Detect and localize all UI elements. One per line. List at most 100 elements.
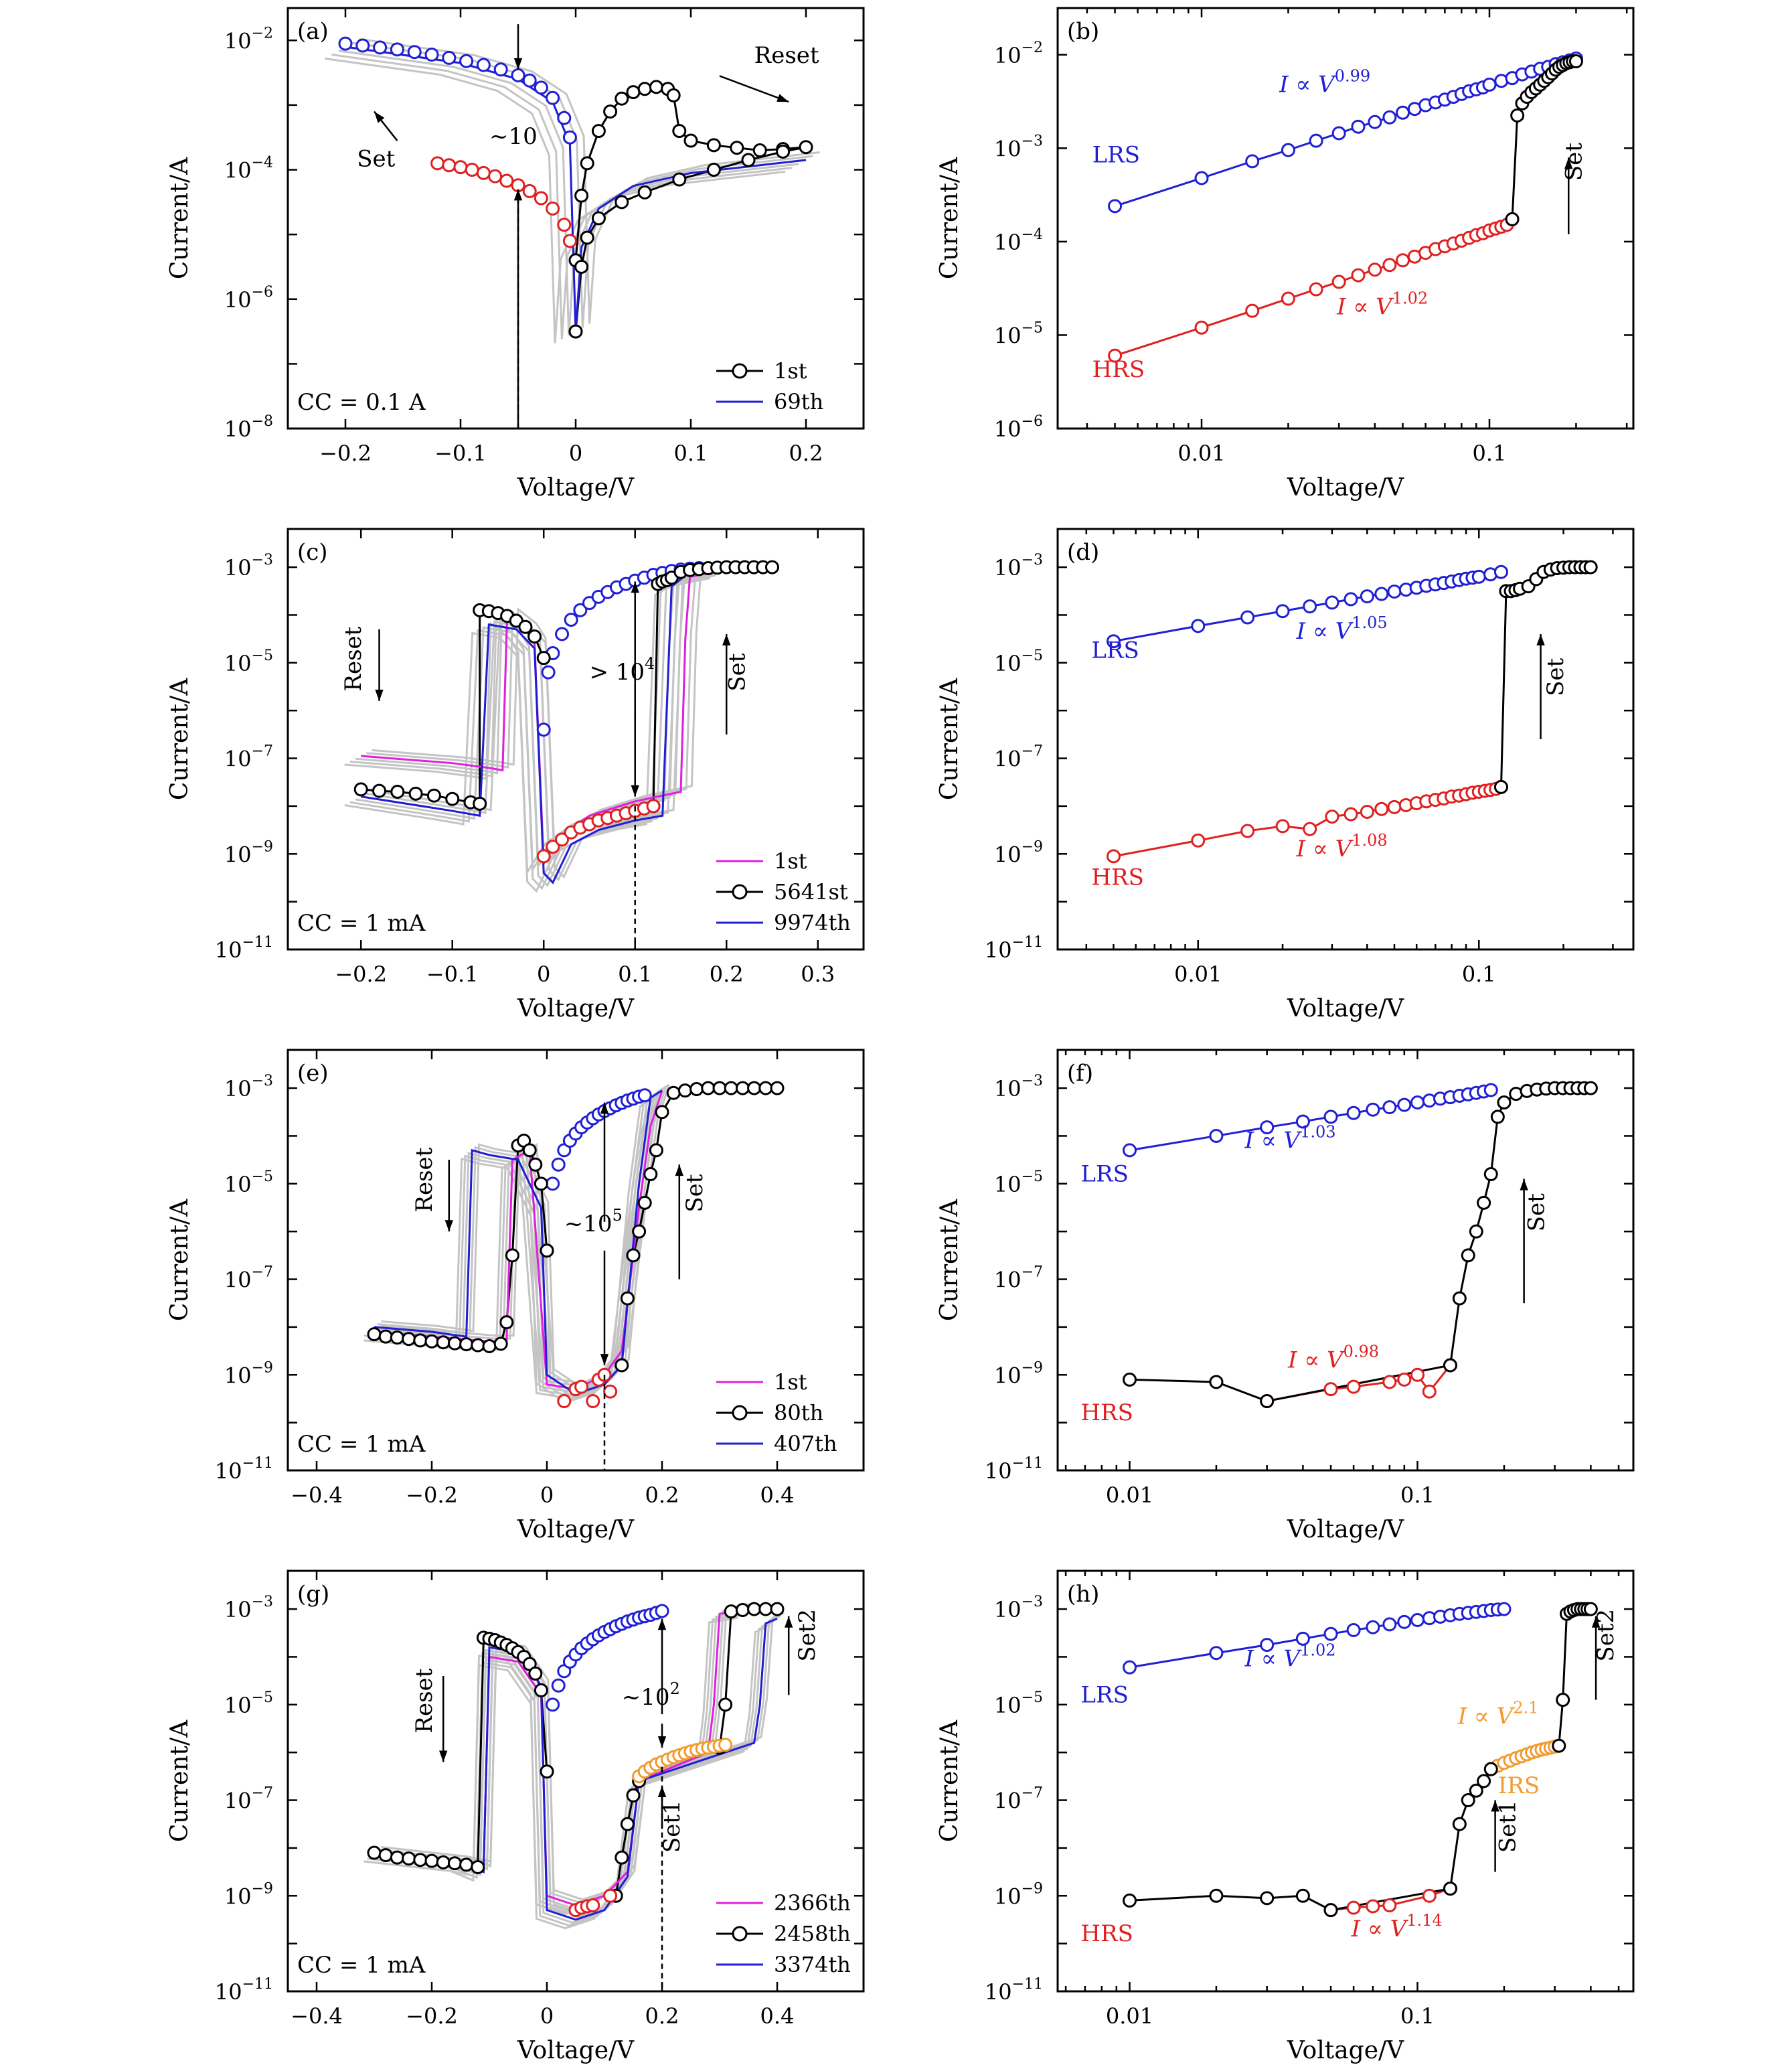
data-point — [741, 153, 756, 167]
panel-a: 10−8 10−6 10−4 10−2 −0.2 −0.1 0 0.1 0.2 Voltage/V… — [166, 7, 865, 502]
data-point — [459, 1857, 474, 1872]
data-point — [770, 1081, 785, 1095]
data-point — [1331, 126, 1346, 141]
data-point — [1461, 1793, 1475, 1808]
power-law-fit: I ∝ V0.98 — [1287, 1343, 1379, 1374]
data-point — [626, 85, 641, 100]
legend-marker — [732, 363, 748, 379]
legend-entry: 3374th — [774, 1952, 851, 1977]
data-point — [367, 1327, 382, 1342]
x-tick-label: −0.4 — [291, 2003, 343, 2029]
panel-d: 10−11 10−9 10−7 10−5 10−3 0.01 0.1 Voltage/V Cur… — [936, 528, 1635, 1022]
data-point — [1583, 1081, 1598, 1095]
legend-entry: 2458th — [774, 1921, 851, 1946]
data-point — [603, 104, 618, 119]
data-point — [518, 619, 533, 634]
data-point — [1194, 320, 1209, 335]
data-point — [1368, 114, 1382, 129]
set2-label: Set2 — [794, 1609, 821, 1662]
data-point — [528, 1157, 543, 1172]
data-point — [1260, 1394, 1275, 1409]
panel-f: 10−11 10−9 10−7 10−5 10−3 0.01 0.1 Voltage/V Cur… — [936, 1049, 1635, 1543]
data-point — [1245, 303, 1260, 318]
data-point — [1396, 253, 1410, 268]
data-point — [564, 613, 578, 627]
arrow-head — [1564, 157, 1573, 169]
data-point — [555, 627, 570, 641]
y-tick-label: 10−3 — [994, 133, 1043, 161]
data-point — [1483, 1762, 1498, 1776]
data-point — [1452, 1291, 1467, 1306]
y-tick-label: 10−7 — [994, 1785, 1043, 1814]
set1-label: Set1 — [659, 1800, 685, 1853]
data-point — [1346, 1900, 1361, 1915]
data-point — [649, 1143, 663, 1158]
panel-label: (a) — [297, 18, 329, 45]
y-tick-label: 10−9 — [994, 1359, 1043, 1388]
y-tick-label: 10−3 — [994, 1594, 1043, 1622]
panel-g: 10−11 10−9 10−7 10−5 10−3 −0.4 −0.2 0 0.2 0.4 Volt… — [166, 1570, 865, 2064]
legend-marker — [732, 1405, 748, 1421]
data-point — [488, 169, 503, 183]
data-point — [747, 1602, 762, 1616]
compliance-current-label: CC = 1 mA — [297, 1431, 426, 1458]
data-point — [471, 1338, 485, 1353]
data-point — [355, 38, 370, 53]
axes-frame — [287, 1570, 865, 1993]
data-point — [372, 783, 387, 798]
y-tick-label: 10−3 — [224, 1594, 273, 1622]
data-point — [430, 156, 445, 171]
plot-area — [324, 36, 820, 343]
data-point — [683, 133, 698, 148]
data-point — [1396, 105, 1410, 120]
data-point — [1323, 1903, 1338, 1918]
plot-area — [344, 560, 779, 893]
data-point — [615, 195, 629, 210]
hrs-label: HRS — [1080, 1920, 1133, 1947]
y-tick-label: 10−5 — [994, 319, 1043, 348]
data-point — [1397, 1097, 1412, 1112]
data-point — [424, 48, 439, 62]
arrow-head — [785, 1616, 793, 1628]
power-law-fit: I ∝ V1.08 — [1296, 831, 1388, 862]
x-tick-label: 0.1 — [674, 441, 708, 466]
y-tick-label: 10−3 — [994, 1073, 1043, 1101]
data-point — [677, 1083, 692, 1098]
data-point — [724, 1081, 738, 1095]
y-tick-label: 10−11 — [215, 1455, 273, 1484]
x-axis-label: Voltage/V — [1287, 2037, 1404, 2064]
data-point — [655, 1604, 669, 1618]
data-point — [1382, 1617, 1397, 1632]
x-tick-label: 0.1 — [618, 962, 652, 987]
data-point — [672, 124, 687, 139]
x-tick-label: 0.3 — [801, 962, 835, 987]
data-point — [557, 110, 572, 125]
set-label: Set — [724, 653, 751, 691]
y-axis-label: Current/A — [166, 1199, 193, 1321]
data-point — [1410, 1367, 1424, 1382]
data-point — [747, 1081, 762, 1095]
data-point — [407, 45, 422, 60]
data-point — [1323, 1109, 1338, 1124]
x-tick-label: −0.2 — [335, 962, 387, 987]
y-tick-label: 10−7 — [994, 1264, 1043, 1293]
data-point — [1303, 599, 1317, 614]
y-tick-label: 10−11 — [215, 1976, 273, 2005]
data-point — [643, 1167, 658, 1182]
data-point — [1260, 1638, 1275, 1653]
data-point — [1422, 1384, 1437, 1399]
series-line-407th-blue- — [374, 1089, 663, 1395]
data-point — [522, 1143, 537, 1158]
x-tick-label: −0.2 — [406, 2003, 458, 2029]
data-point — [776, 144, 791, 159]
gray-cycle-line — [363, 1626, 768, 1930]
data-point — [1556, 1693, 1570, 1707]
data-point — [646, 799, 661, 814]
data-point — [1497, 1602, 1512, 1616]
data-point — [402, 1851, 416, 1866]
y-tick-label: 10−11 — [985, 1976, 1043, 2005]
set-label: Set — [681, 1174, 708, 1212]
arrow-head — [1520, 1178, 1528, 1191]
gray-cycle-line — [363, 1098, 653, 1404]
axes-frame — [287, 1049, 865, 1472]
